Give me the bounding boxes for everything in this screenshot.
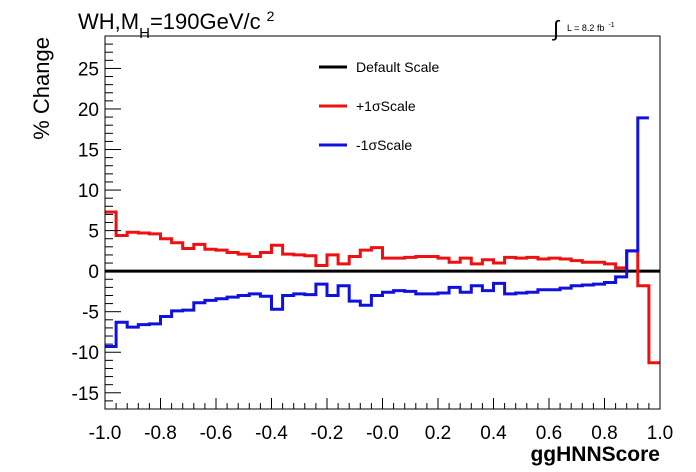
y-tick-label: 0	[88, 262, 99, 283]
y-tick-label: 15	[78, 141, 99, 162]
x-tick-label: -1.0	[89, 423, 122, 444]
x-tick-label: -0.0	[366, 423, 399, 444]
x-tick-label: -0.6	[200, 423, 233, 444]
lumi-superscript: -1	[608, 22, 614, 29]
x-tick-label: 0.2	[425, 423, 451, 444]
x-axis-title: ggHNNScore	[530, 443, 660, 466]
y-tick-label: -10	[72, 343, 99, 364]
legend-label-2: -1σScale	[356, 137, 412, 153]
lumi-text: L = 8.2 fb	[567, 23, 604, 33]
series-line-2	[105, 116, 649, 349]
y-tick-label: -5	[82, 303, 99, 324]
y-axis: -15 -10 -5 0 5 10 15 20 25	[72, 35, 121, 410]
x-tick-label: 0.6	[536, 423, 562, 444]
y-tick-label: 20	[78, 100, 99, 121]
lumi-integral-symbol: ∫	[551, 16, 561, 41]
y-tick-label: 5	[88, 222, 99, 243]
x-axis: -1.0 -0.8 -0.6 -0.4 -0.2 -0.0 0.2 0.4 0.6 0.8 1.0	[89, 398, 673, 444]
legend-label-1: +1σScale	[356, 98, 416, 114]
y-tick-label: -15	[72, 384, 99, 405]
y-axis-title: % Change	[29, 37, 54, 140]
lumi-label: L = 8.2 fb -1	[567, 22, 615, 33]
legend-label-0: Default Scale	[356, 59, 439, 75]
chart-title: WH,MH=190GeV/c 2	[78, 8, 275, 42]
x-tick-label: -0.4	[255, 423, 288, 444]
series-line-1	[105, 210, 660, 365]
title-subscript: H	[139, 25, 150, 42]
x-tick-label: 0.4	[480, 423, 507, 444]
y-tick-label: 25	[78, 59, 99, 80]
title-rest: =190GeV/c	[150, 9, 261, 34]
plot-series	[105, 116, 660, 365]
title-main: WH,M	[78, 9, 139, 34]
legend: Default Scale +1σScale -1σScale	[319, 59, 439, 153]
title-superscript: 2	[267, 8, 275, 24]
x-tick-label: -0.8	[144, 423, 177, 444]
x-tick-label: -0.2	[311, 423, 344, 444]
y-tick-label: 10	[78, 181, 99, 202]
x-tick-label: 0.8	[591, 423, 617, 444]
x-tick-label: 1.0	[647, 423, 673, 444]
